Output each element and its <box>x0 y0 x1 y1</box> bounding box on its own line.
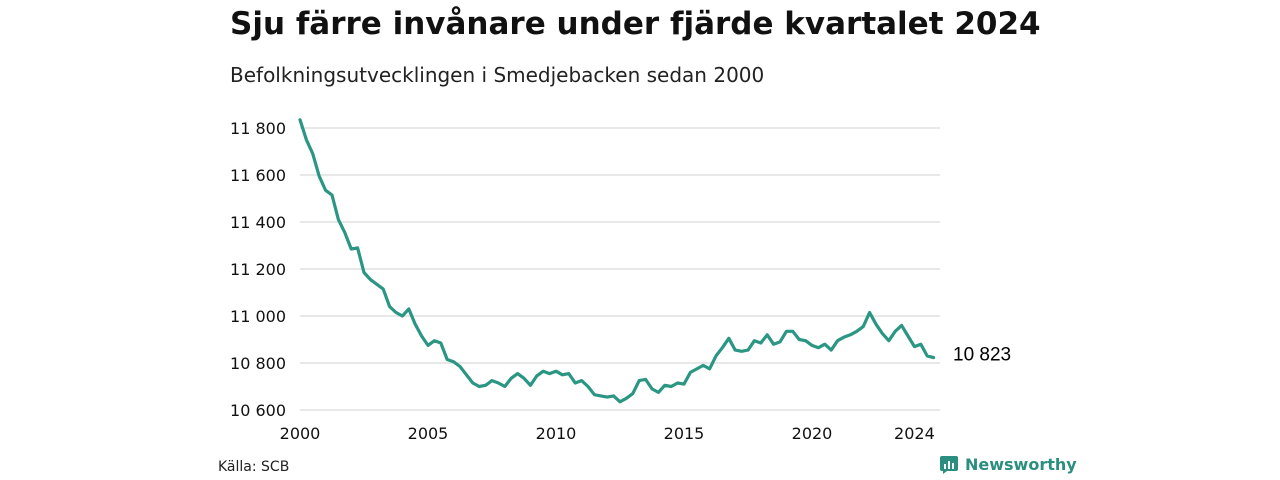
chart-subtitle: Befolkningsutvecklingen i Smedjebacken s… <box>230 63 765 87</box>
brand-name: Newsworthy <box>965 455 1077 474</box>
x-tick-label: 2005 <box>408 424 449 443</box>
y-tick-label: 10 800 <box>230 354 286 373</box>
x-tick-label: 2024 <box>894 424 935 443</box>
series-lines <box>298 118 936 404</box>
population-line <box>298 118 936 404</box>
y-tick-label: 11 800 <box>230 119 286 138</box>
end-value-label: 10 823 <box>953 345 1011 366</box>
chart-title: Sju färre invånare under fjärde kvartale… <box>230 6 1041 42</box>
x-tick-label: 2020 <box>792 424 833 443</box>
y-tick-label: 10 600 <box>230 401 286 420</box>
source-note: Källa: SCB <box>218 459 290 475</box>
x-axis-ticks: 2000 2005 2010 2015 2020 2024 <box>280 424 935 443</box>
grid-lines <box>300 127 940 411</box>
x-tick-label: 2010 <box>536 424 577 443</box>
x-tick-label: 2000 <box>280 424 321 443</box>
y-tick-label: 11 200 <box>230 260 286 279</box>
x-tick-label: 2015 <box>664 424 705 443</box>
y-axis-ticks: 10 600 10 800 11 000 11 200 11 400 11 600 11 8… <box>230 119 286 420</box>
y-tick-label: 11 600 <box>230 166 286 185</box>
brand-logo: Newsworthy <box>940 455 1077 474</box>
newsworthy-logo-icon <box>940 455 958 474</box>
y-tick-label: 11 400 <box>230 213 286 232</box>
y-tick-label: 11 000 <box>230 307 286 326</box>
